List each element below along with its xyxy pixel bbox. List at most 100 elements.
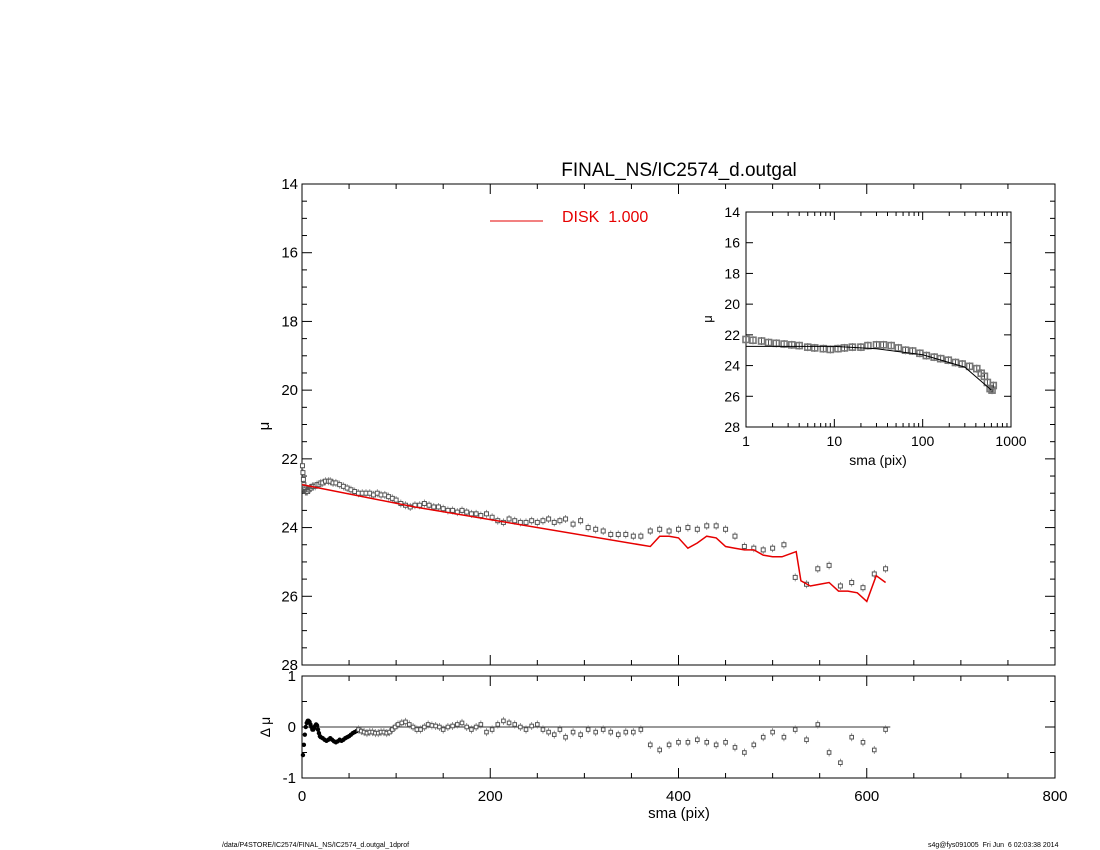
main-data-point	[837, 583, 843, 589]
inset-data-point	[958, 360, 966, 368]
residual-point	[535, 722, 540, 727]
main-data-point	[713, 523, 719, 529]
main-data-point	[723, 526, 729, 532]
inset-data-point	[901, 346, 910, 355]
residual-point	[695, 737, 700, 743]
main-data-point	[523, 519, 529, 525]
inset-ytick-label: 26	[724, 388, 740, 404]
legend-label: DISK 1.000	[562, 209, 648, 226]
residual-point	[422, 724, 427, 730]
inset-data-point	[749, 336, 757, 345]
residual-point	[450, 723, 455, 729]
main-data-point	[770, 545, 776, 551]
residual-point	[506, 720, 512, 726]
residual-point	[871, 747, 877, 753]
main-ytick-label: 18	[281, 313, 298, 330]
residual-point	[489, 727, 495, 732]
residual-point	[425, 722, 431, 727]
residual-point	[433, 723, 438, 729]
residual-point	[484, 729, 489, 735]
main-data-point	[426, 502, 432, 508]
inset-data-point	[780, 340, 788, 348]
residual-point	[781, 734, 787, 740]
inset-xtick-label: 1000	[995, 433, 1026, 449]
main-data-point	[849, 580, 855, 586]
main-data-point	[732, 533, 738, 539]
residual-point	[429, 723, 435, 728]
residual-ytick-label: 0	[288, 719, 296, 736]
footer-filepath: /data/P4STORE/IC2574/FINAL_NS/IC2574_d.o…	[222, 842, 410, 849]
residual-point	[469, 727, 474, 732]
inset-ytick-label: 16	[724, 235, 740, 251]
residual-point	[657, 747, 662, 753]
main-data-point	[760, 547, 766, 553]
inset-ylabel: μ	[700, 315, 715, 323]
inset-data-point	[988, 386, 996, 394]
residual-xtick-label: 800	[1042, 788, 1067, 805]
main-data-point	[300, 476, 306, 482]
main-data-point	[512, 518, 518, 524]
main-data-point	[489, 514, 495, 520]
main-data-point	[506, 516, 512, 522]
residual-point	[302, 732, 308, 737]
main-ylabel: μ	[256, 422, 273, 431]
residual-point	[551, 732, 557, 737]
residual-point	[518, 724, 523, 730]
residual-point	[704, 740, 710, 745]
residual-point	[883, 727, 888, 732]
main-data-point	[557, 518, 563, 524]
residual-point	[540, 727, 546, 732]
inset-xtick-label: 10	[827, 433, 843, 449]
main-data-point	[638, 533, 644, 539]
inset-data-point	[887, 341, 895, 350]
residual-point	[546, 729, 551, 735]
residual-point	[838, 760, 843, 766]
main-data-point	[666, 528, 672, 534]
residual-point	[523, 727, 529, 732]
main-panel: μ DISK 1.000 14 16 18 20 22 24 26 28	[256, 176, 1056, 674]
residual-xtick-label: 400	[666, 788, 691, 805]
main-data-point	[608, 531, 614, 537]
residual-point	[600, 727, 606, 732]
main-data-point	[792, 574, 798, 580]
main-data-point	[647, 528, 653, 534]
residual-point	[390, 727, 395, 732]
residual-point	[464, 724, 470, 730]
residual-point	[585, 727, 591, 732]
residual-point	[437, 724, 442, 730]
main-ytick-label: 22	[281, 451, 298, 468]
residual-point	[399, 720, 405, 726]
inset-data-point	[819, 344, 828, 353]
residual-point	[792, 727, 798, 732]
inset-data-point	[803, 343, 812, 351]
inset-data-point	[989, 381, 998, 390]
inset-data-point	[764, 338, 773, 347]
main-data-point	[623, 531, 629, 537]
main-data-point	[440, 506, 446, 512]
inset-ytick-label: 24	[724, 358, 740, 374]
main-data-point	[540, 518, 546, 524]
main-data-point	[435, 504, 441, 510]
main-data-point	[563, 516, 569, 522]
residual-point	[459, 720, 465, 726]
disk-model-line	[301, 483, 887, 603]
residual-point	[501, 718, 506, 724]
residual-point	[403, 719, 408, 725]
inset-ytick-label: 20	[724, 296, 740, 312]
inset-ytick-label: 18	[724, 265, 740, 281]
residual-point	[685, 740, 691, 745]
main-data-point	[871, 571, 877, 577]
inset-data-point	[972, 364, 981, 373]
main-ytick-label: 24	[281, 520, 298, 537]
residual-point	[407, 722, 412, 727]
inset-data-point	[894, 344, 903, 352]
inset-data-point	[872, 341, 881, 349]
main-data-point	[781, 542, 787, 548]
main-data-point	[657, 526, 663, 532]
main-data-point	[685, 525, 691, 531]
residual-xtick-label: 0	[298, 788, 306, 805]
main-ytick-label: 26	[281, 588, 298, 605]
residual-point	[301, 742, 307, 748]
inset-data-point	[810, 344, 819, 352]
